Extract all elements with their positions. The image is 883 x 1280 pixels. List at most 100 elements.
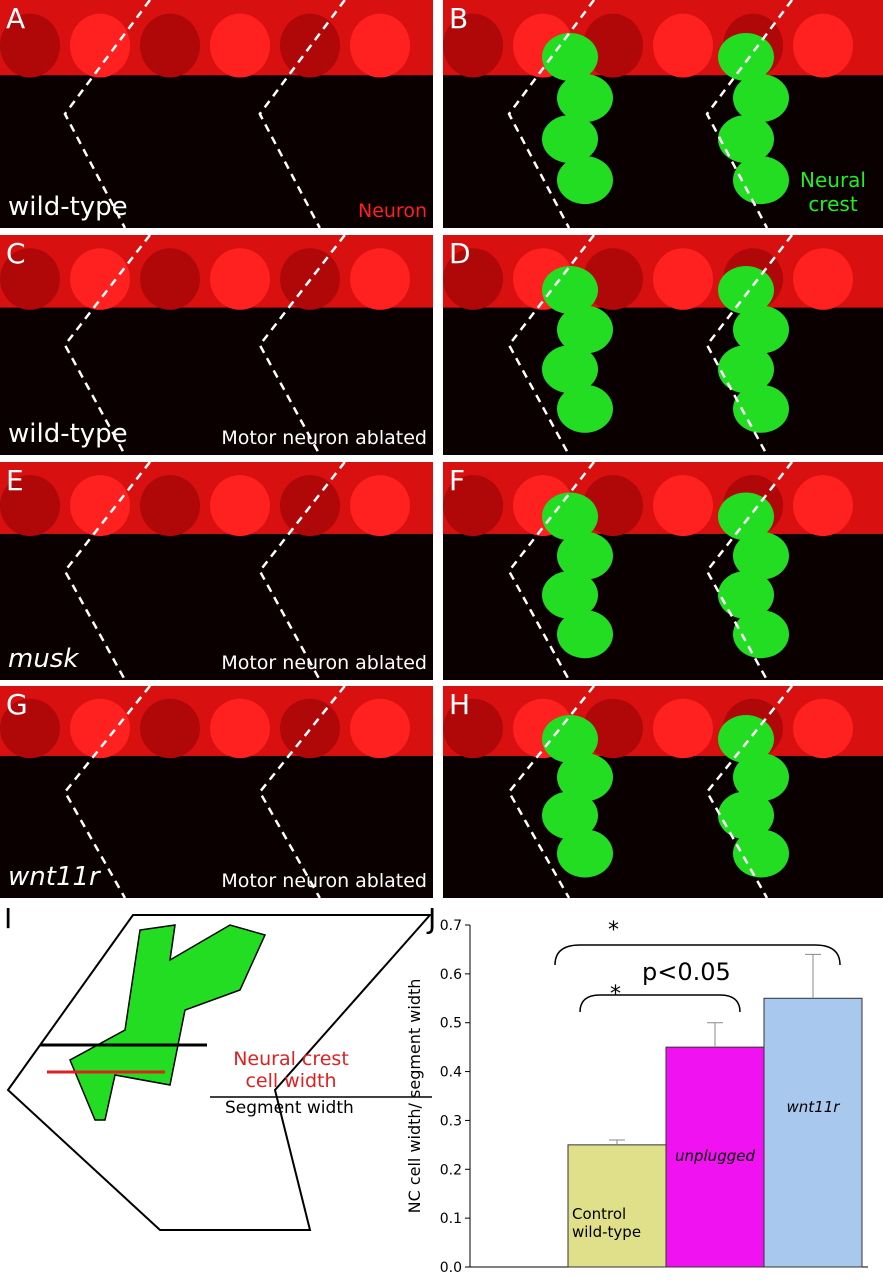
y-tick-label: 0.3 [440, 1113, 462, 1129]
panel-letter: F [449, 464, 466, 497]
neuron-cell [70, 13, 130, 78]
neural-crest [542, 492, 598, 541]
significance-star: * [608, 918, 619, 943]
neuron-cell [70, 698, 130, 759]
neural-crest [542, 570, 598, 619]
neuron-cell [653, 248, 713, 310]
panel-letter: E [6, 464, 24, 497]
segment-boundary [507, 461, 595, 681]
neuron-cell [653, 13, 713, 78]
neuron-cell [583, 698, 643, 759]
y-tick-label: 0.1 [440, 1211, 462, 1227]
y-tick-label: 0.7 [440, 918, 462, 934]
segment-boundary [705, 685, 793, 899]
segment-boundary [258, 461, 346, 681]
segment-boundary [507, 0, 596, 229]
neural-crest [718, 115, 774, 164]
neural-crest [733, 74, 789, 123]
y-tick-label: 0.6 [440, 967, 462, 983]
neuron-cell [443, 475, 503, 537]
condition-label: Motor neuron ablated [221, 427, 427, 449]
y-tick-label: 0.0 [440, 1260, 462, 1276]
y-tick-label: 0.4 [440, 1065, 462, 1081]
neural-crest [557, 610, 613, 659]
neural-crest [542, 715, 598, 763]
segment-boundary [63, 461, 151, 681]
neuron-cell [350, 698, 410, 759]
neural-crest [557, 829, 613, 878]
neural-crest [542, 791, 598, 840]
segment-boundary [258, 0, 346, 229]
neuron-cell [350, 475, 410, 537]
neural-crest [733, 531, 789, 580]
neural-crest [557, 156, 613, 205]
condition-label: Motor neuron ablated [221, 652, 427, 674]
panel-letter: D [449, 237, 471, 270]
neural-crest [557, 74, 613, 123]
neuron-cell [443, 698, 503, 759]
error-bar [609, 1139, 625, 1145]
neuron-cell [793, 698, 853, 759]
error-bar [707, 1022, 723, 1048]
segment-outline [6, 914, 433, 1231]
segment-boundary [705, 234, 793, 456]
neuron-cell [793, 248, 853, 310]
neural-crest [557, 305, 613, 354]
panel-letter: B [449, 2, 469, 35]
neural-crest [733, 829, 789, 878]
neural-crest [542, 266, 598, 314]
neural-crest [733, 753, 789, 802]
neural-crest [718, 266, 774, 314]
neuron-cell [583, 248, 643, 310]
neural-crest [718, 492, 774, 541]
neuron-cell [583, 13, 643, 78]
y-tick-label: 0.5 [440, 1016, 462, 1032]
panel-letter: J [428, 902, 437, 935]
fraction-denominator: Segment width [225, 1098, 354, 1118]
channel-label: Neural crest [800, 168, 866, 216]
category-label: wnt11r [786, 1098, 840, 1117]
neuron-cell [70, 475, 130, 537]
panel-letter: H [449, 688, 471, 721]
neuron-cell [350, 13, 410, 78]
neural-crest [557, 753, 613, 802]
neuron-cell [0, 698, 60, 759]
neuron-cell [140, 248, 200, 310]
neural-crest [718, 345, 774, 394]
genotype-label: wild-type [8, 419, 128, 449]
neural-crest [542, 115, 598, 164]
neural-crest [718, 570, 774, 619]
neural-crest [557, 531, 613, 580]
condition-label: Neuron [357, 200, 427, 222]
neuron-cell [443, 248, 503, 310]
fraction-numerator: Neural crest cell width [233, 1048, 349, 1092]
genotype-label: musk [8, 644, 79, 674]
neuron-cell [0, 475, 60, 537]
neuron-cell [140, 13, 200, 78]
error-bar [805, 953, 821, 999]
significance-star: * [610, 982, 621, 1007]
segment-boundary [507, 234, 595, 456]
neural-crest [733, 305, 789, 354]
condition-label: Motor neuron ablated [221, 870, 427, 892]
neural-crest [718, 33, 774, 81]
segment-boundary [507, 685, 595, 899]
neuron-cell [0, 248, 60, 310]
neuron-cell [280, 475, 340, 537]
neuron-cell [280, 698, 340, 759]
neuron-cell [793, 13, 853, 78]
neural-crest [718, 791, 774, 840]
neuron-cell [210, 13, 270, 78]
neural-crest [733, 610, 789, 659]
segment-boundary [258, 234, 346, 456]
genotype-label: wild-type [8, 192, 128, 222]
neuron-cell [0, 13, 60, 78]
panel-letter: G [6, 688, 28, 721]
bar [763, 997, 863, 1268]
y-tick-label: 0.2 [440, 1162, 462, 1178]
p-value: p<0.05 [642, 958, 731, 986]
segment-boundary [705, 461, 793, 681]
neural-crest [557, 384, 613, 433]
neuron-cell [350, 248, 410, 310]
neuron-cell [653, 698, 713, 759]
